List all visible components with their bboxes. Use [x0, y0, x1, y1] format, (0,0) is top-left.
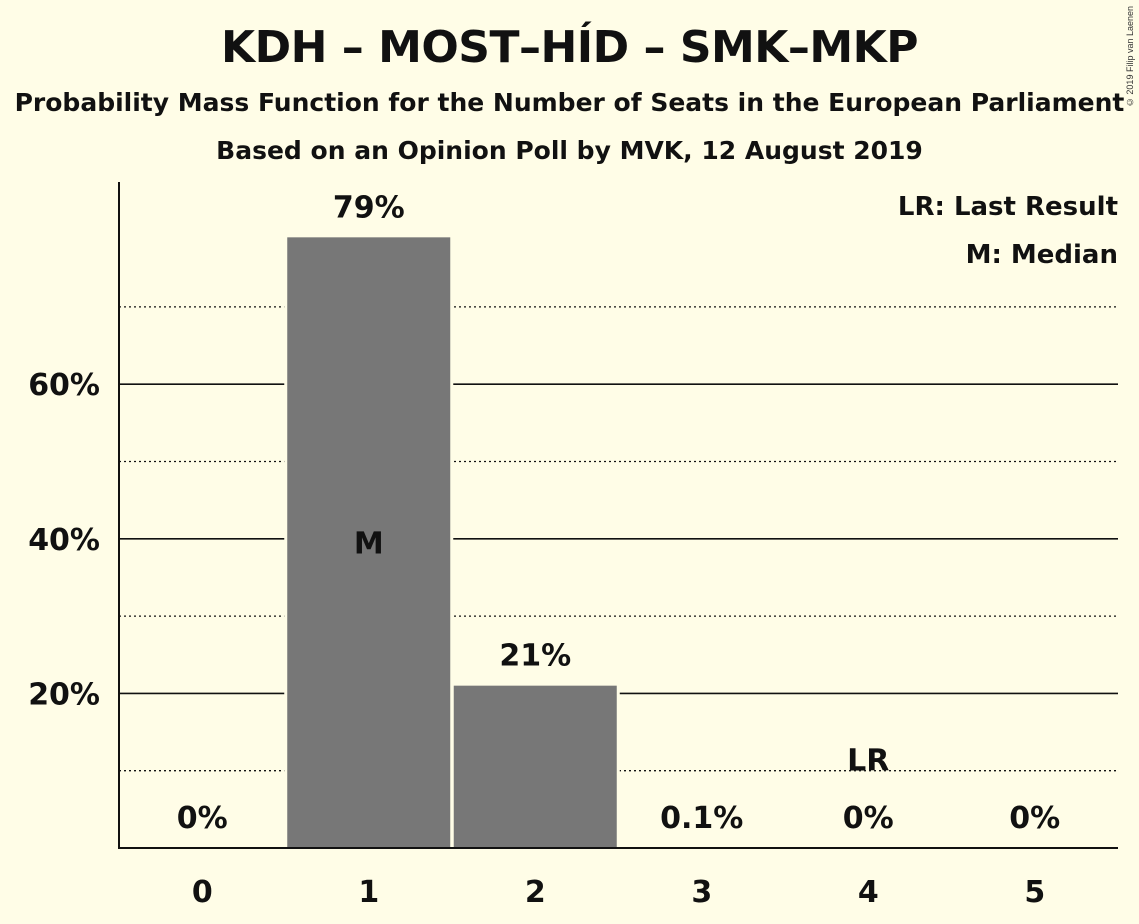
- legend-entry-last-result: LR: Last Result: [897, 192, 1118, 222]
- bar-2: [453, 685, 617, 848]
- x-tick-label-5: 5: [1024, 875, 1045, 910]
- median-marker: M: [354, 527, 384, 562]
- data-label-1: 79%: [333, 190, 405, 225]
- y-tick-label: 40%: [28, 523, 100, 558]
- y-tick-label: 20%: [28, 677, 100, 712]
- chart-title: KDH – MOST–HÍD – SMK–MKP: [220, 22, 919, 73]
- chart-subtitle: Probability Mass Function for the Number…: [14, 88, 1125, 117]
- legend: LR: Last Result M: Median: [898, 183, 1118, 279]
- y-tick-label: 60%: [28, 368, 100, 403]
- data-label-5: 0%: [1009, 801, 1060, 836]
- last-result-marker: LR: [847, 744, 889, 779]
- data-label-3: 0.1%: [660, 801, 743, 836]
- x-tick-label-2: 2: [525, 875, 546, 910]
- bar-1: [287, 237, 451, 848]
- x-tick-label-1: 1: [358, 875, 379, 910]
- data-label-0: 0%: [177, 801, 228, 836]
- x-tick-label-0: 0: [192, 875, 213, 910]
- data-label-2: 21%: [499, 639, 571, 674]
- chart-source-line: Based on an Opinion Poll by MVK, 12 Augu…: [216, 136, 923, 165]
- data-label-4: 0%: [843, 801, 894, 836]
- legend-entry-median: M: Median: [965, 240, 1118, 270]
- x-tick-label-3: 3: [691, 875, 712, 910]
- x-tick-label-4: 4: [858, 875, 879, 910]
